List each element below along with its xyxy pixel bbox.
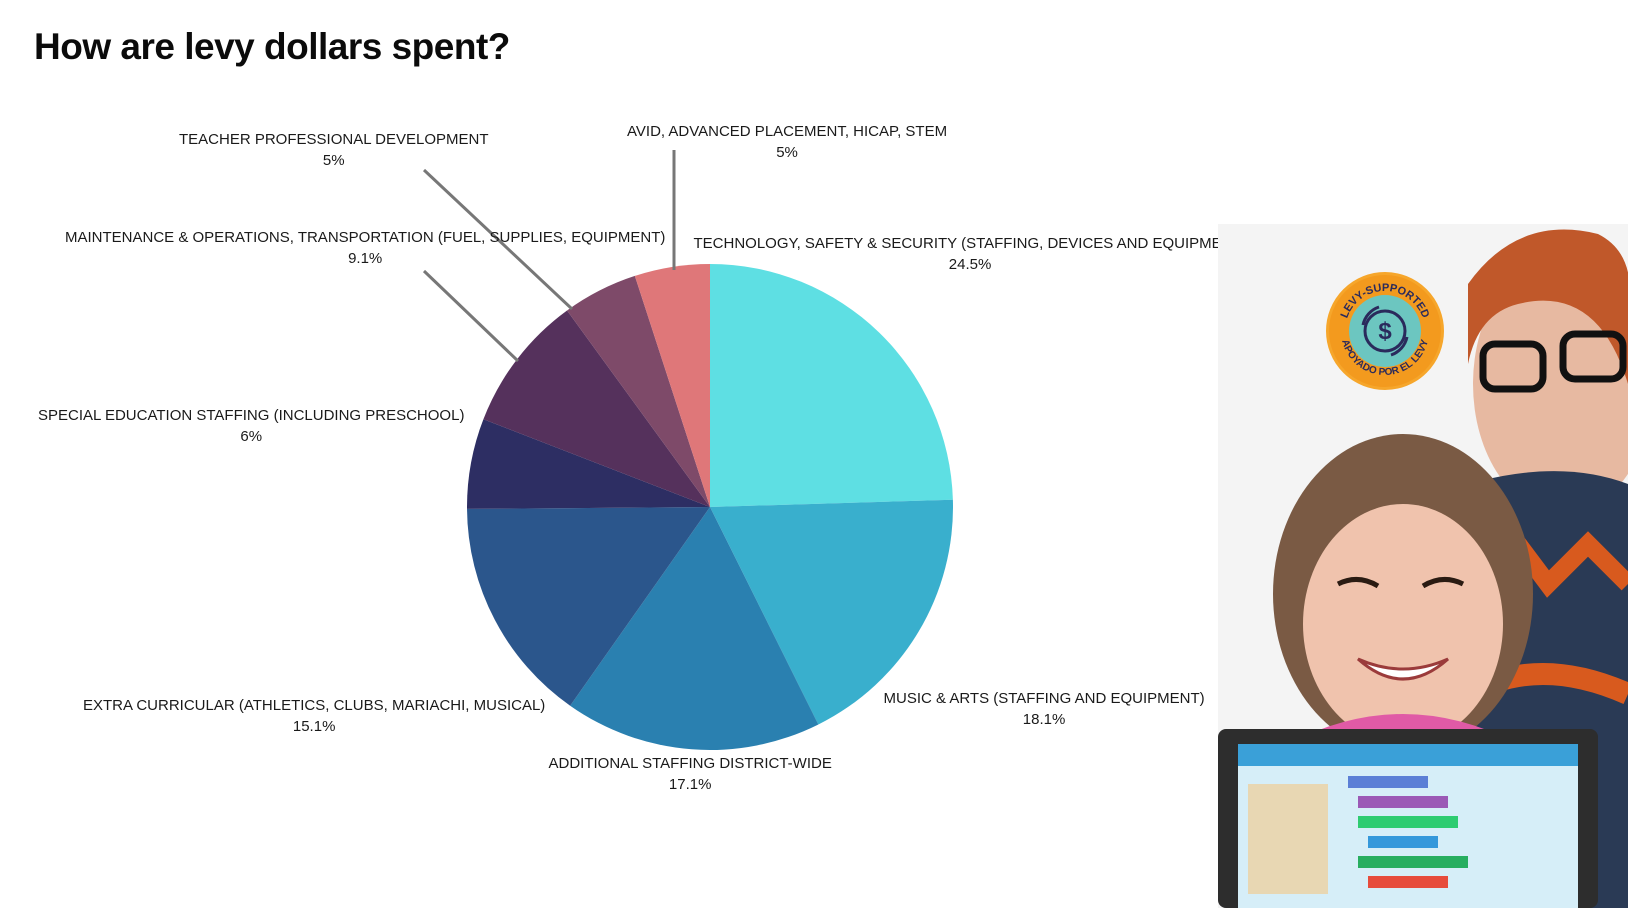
slice-label-name: ADDITIONAL STAFFING DISTRICT-WIDE bbox=[548, 755, 832, 772]
slice-label-value: 17.1% bbox=[668, 776, 712, 793]
slice-label: MUSIC & ARTS (STAFFING AND EQUIPMENT) 18.… bbox=[884, 688, 1205, 730]
slice-label-name: EXTRA CURRICULAR (ATHLETICS, CLUBS, MARI… bbox=[83, 697, 546, 714]
slice-label: ADDITIONAL STAFFING DISTRICT-WIDE 17.1% bbox=[549, 753, 832, 795]
photo-illustration bbox=[1218, 229, 1628, 908]
pie-slice bbox=[467, 507, 710, 706]
slice-label-value: 5% bbox=[322, 152, 345, 169]
pie-slice bbox=[483, 310, 710, 507]
slice-label-value: 6% bbox=[240, 428, 263, 445]
leader-line bbox=[422, 168, 574, 311]
pie-slice bbox=[567, 275, 710, 507]
pie-slice bbox=[634, 264, 710, 507]
slice-label: EXTRA CURRICULAR (ATHLETICS, CLUBS, MARI… bbox=[83, 695, 545, 737]
slice-label: AVID, ADVANCED PLACEMENT, HICAP, STEM 5% bbox=[627, 121, 947, 163]
slice-label: MAINTENANCE & OPERATIONS, TRANSPORTATION… bbox=[65, 227, 665, 269]
pie-slice bbox=[710, 264, 953, 507]
pie-slice bbox=[570, 507, 819, 750]
slice-label-value: 18.1% bbox=[1022, 711, 1066, 728]
svg-text:$: $ bbox=[1378, 318, 1392, 345]
pie-slice bbox=[467, 419, 710, 509]
leader-line bbox=[422, 269, 520, 363]
page-title: How are levy dollars spent? bbox=[34, 26, 510, 67]
slice-label-name: MAINTENANCE & OPERATIONS, TRANSPORTATION… bbox=[65, 229, 666, 246]
slice-label: TECHNOLOGY, SAFETY & SECURITY (STAFFING,… bbox=[694, 233, 1247, 275]
slice-label-name: SPECIAL EDUCATION STAFFING (INCLUDING PR… bbox=[38, 407, 465, 424]
slice-label-value: 9.1% bbox=[348, 250, 383, 267]
slice-label: SPECIAL EDUCATION STAFFING (INCLUDING PR… bbox=[38, 405, 464, 447]
slice-label-value: 24.5% bbox=[948, 256, 992, 273]
students-photo bbox=[1218, 224, 1628, 908]
slice-label-name: MUSIC & ARTS (STAFFING AND EQUIPMENT) bbox=[883, 690, 1205, 707]
slice-label-name: TECHNOLOGY, SAFETY & SECURITY (STAFFING,… bbox=[693, 235, 1247, 252]
slice-label-name: TEACHER PROFESSIONAL DEVELOPMENT bbox=[179, 131, 489, 148]
slice-label-value: 5% bbox=[776, 144, 798, 161]
levy-supported-badge: LEVY-SUPPORTED APOYADO POR EL LEVY $ bbox=[1326, 272, 1444, 390]
slice-label: TEACHER PROFESSIONAL DEVELOPMENT 5% bbox=[179, 129, 489, 171]
pie-chart bbox=[422, 150, 953, 750]
slice-label-name: AVID, ADVANCED PLACEMENT, HICAP, STEM bbox=[627, 123, 948, 140]
dollar-icon: $ bbox=[1349, 295, 1421, 367]
slice-label-value: 15.1% bbox=[292, 718, 336, 735]
pie-slice bbox=[710, 499, 953, 725]
